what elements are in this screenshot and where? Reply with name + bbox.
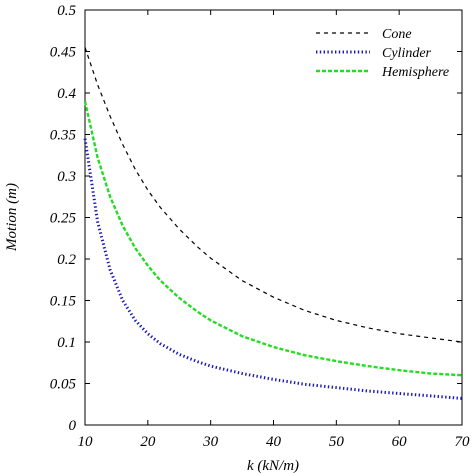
- y-tick-label: 0.3: [57, 169, 76, 185]
- series-line-cylinder: [85, 139, 462, 399]
- x-tick-label: 10: [78, 434, 94, 450]
- x-tick-label: 50: [329, 434, 345, 450]
- series-group: [85, 47, 462, 398]
- y-tick-label: 0.45: [50, 45, 77, 61]
- series-line-hemisphere: [85, 101, 462, 375]
- y-tick-label: 0.1: [57, 335, 76, 351]
- y-axis-title: Motion (m): [4, 183, 20, 252]
- x-tick-label: 70: [455, 434, 471, 450]
- x-tick-label: 60: [392, 434, 408, 450]
- y-tick-label: 0.05: [50, 377, 77, 393]
- y-tick-label: 0.5: [57, 3, 76, 19]
- y-tick-label: 0.15: [50, 294, 77, 310]
- legend: Cone Cylinder Hemisphere: [316, 27, 449, 80]
- legend-label-hemisphere: Hemisphere: [381, 65, 449, 80]
- y-tick-label: 0.35: [50, 128, 77, 144]
- y-tick-label: 0.25: [50, 211, 77, 227]
- x-axis-title: k (kN/m): [247, 458, 299, 474]
- x-tick-label: 20: [140, 434, 156, 450]
- y-tick-label: 0.2: [57, 252, 76, 268]
- y-tick-label: 0.4: [57, 86, 76, 102]
- legend-label-cylinder: Cylinder: [382, 46, 432, 61]
- x-tick-label: 40: [266, 434, 282, 450]
- y-tick-label: 0: [69, 418, 77, 434]
- x-tick-label: 30: [202, 434, 219, 450]
- legend-label-cone: Cone: [382, 27, 412, 42]
- series-line-cone: [85, 47, 462, 342]
